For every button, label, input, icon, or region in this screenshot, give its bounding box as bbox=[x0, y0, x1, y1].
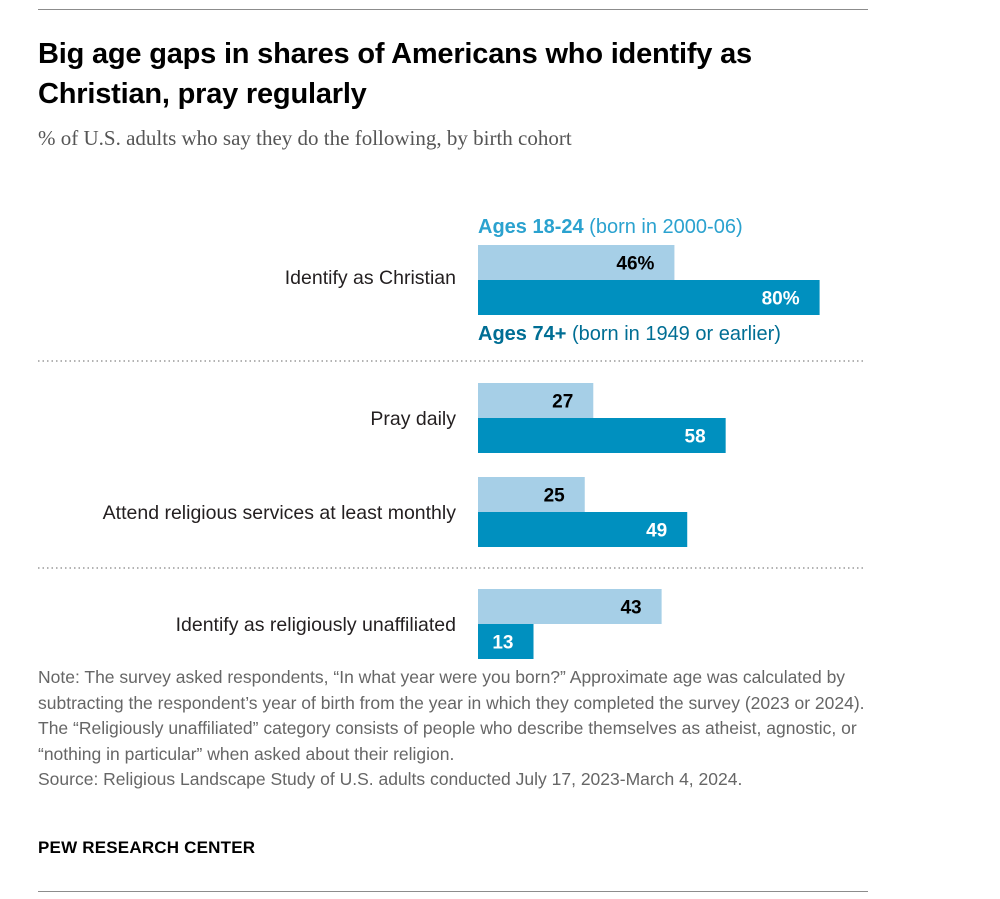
legend-old-detail: (born in 1949 or earlier) bbox=[566, 323, 781, 345]
bar-value-label-young: 25 bbox=[544, 486, 566, 507]
bar-old bbox=[478, 512, 688, 547]
legend-old: Ages 74+ (born in 1949 or earlier) bbox=[478, 323, 781, 345]
chart-subtitle: % of U.S. adults who say they do the fol… bbox=[38, 126, 572, 150]
bar-value-label-young: 27 bbox=[552, 392, 573, 413]
note-text: Note: The survey asked respondents, “In … bbox=[38, 667, 865, 764]
bar-young bbox=[478, 589, 662, 624]
bar-value-label-old: 80% bbox=[762, 289, 800, 310]
bar-value-label-old: 13 bbox=[492, 633, 513, 654]
top-rule bbox=[38, 9, 868, 10]
bar-young bbox=[478, 477, 585, 512]
category-label: Attend religious services at least month… bbox=[103, 502, 457, 524]
legend-young-bold: Ages 18-24 bbox=[478, 216, 584, 238]
bar-young bbox=[478, 383, 594, 418]
bar-young bbox=[478, 245, 675, 280]
bar-value-label-old: 49 bbox=[646, 521, 667, 542]
category-label: Pray daily bbox=[370, 408, 456, 430]
bar-old bbox=[478, 418, 726, 453]
bar-old bbox=[478, 624, 534, 659]
notes-block: Note: The survey asked respondents, “In … bbox=[38, 665, 868, 793]
legend-young-detail: (born in 2000-06) bbox=[584, 216, 743, 238]
legend-old-bold: Ages 74+ bbox=[478, 323, 566, 345]
pew-logo-text: PEW RESEARCH CENTER bbox=[38, 838, 256, 857]
bar-value-label-young: 43 bbox=[620, 598, 641, 619]
bottom-rule bbox=[38, 891, 868, 892]
bar-value-label-young: 46% bbox=[616, 254, 654, 275]
legend-young: Ages 18-24 (born in 2000-06) bbox=[478, 216, 743, 238]
category-label: Identify as Christian bbox=[285, 267, 456, 289]
bar-value-label-old: 58 bbox=[685, 427, 706, 448]
chart-title: Big age gaps in shares of Americans who … bbox=[38, 38, 752, 110]
bar-old bbox=[478, 280, 820, 315]
category-label: Identify as religiously unaffiliated bbox=[176, 614, 456, 636]
source-text: Source: Religious Landscape Study of U.S… bbox=[38, 769, 743, 789]
